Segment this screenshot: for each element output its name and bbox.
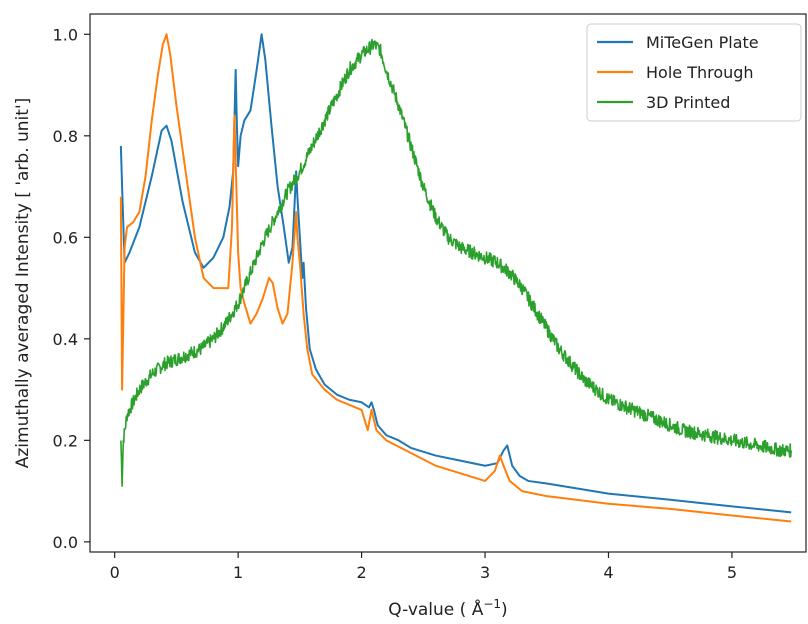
- x-tick-label: 4: [603, 563, 613, 582]
- x-tick-label: 2: [356, 563, 366, 582]
- legend: MiTeGen Plate Hole Through 3D Printed: [586, 23, 802, 122]
- y-tick-label: 0.6: [53, 228, 78, 247]
- legend-frame: [586, 23, 802, 122]
- y-tick-label: 0.2: [53, 431, 78, 450]
- x-axis: 0 1 2 3 4 5: [110, 552, 737, 582]
- y-axis: 0.0 0.2 0.4 0.6 0.8 1.0: [53, 25, 90, 552]
- x-tick-label: 1: [233, 563, 243, 582]
- series-layer: [119, 33, 792, 523]
- legend-label-3d-printed: 3D Printed: [646, 93, 730, 112]
- x-axis-label: Q-value ( Å−1): [388, 597, 507, 620]
- x-tick-label: 5: [727, 563, 737, 582]
- y-axis-label: Azimuthally averaged Intensity [ 'arb. u…: [13, 98, 33, 469]
- y-tick-label: 0.0: [53, 533, 78, 552]
- y-tick-label: 1.0: [53, 25, 78, 44]
- series-line-3d-printed: [120, 38, 792, 487]
- y-tick-label: 0.4: [53, 330, 78, 349]
- plot-frame: [89, 13, 807, 553]
- legend-label-mitegen-plate: MiTeGen Plate: [646, 33, 759, 52]
- x-tick-label: 3: [480, 563, 490, 582]
- x-tick-label: 0: [110, 563, 120, 582]
- y-tick-label: 0.8: [53, 127, 78, 146]
- legend-label-hole-through: Hole Through: [646, 63, 754, 82]
- series-line-hole-through: [119, 33, 792, 523]
